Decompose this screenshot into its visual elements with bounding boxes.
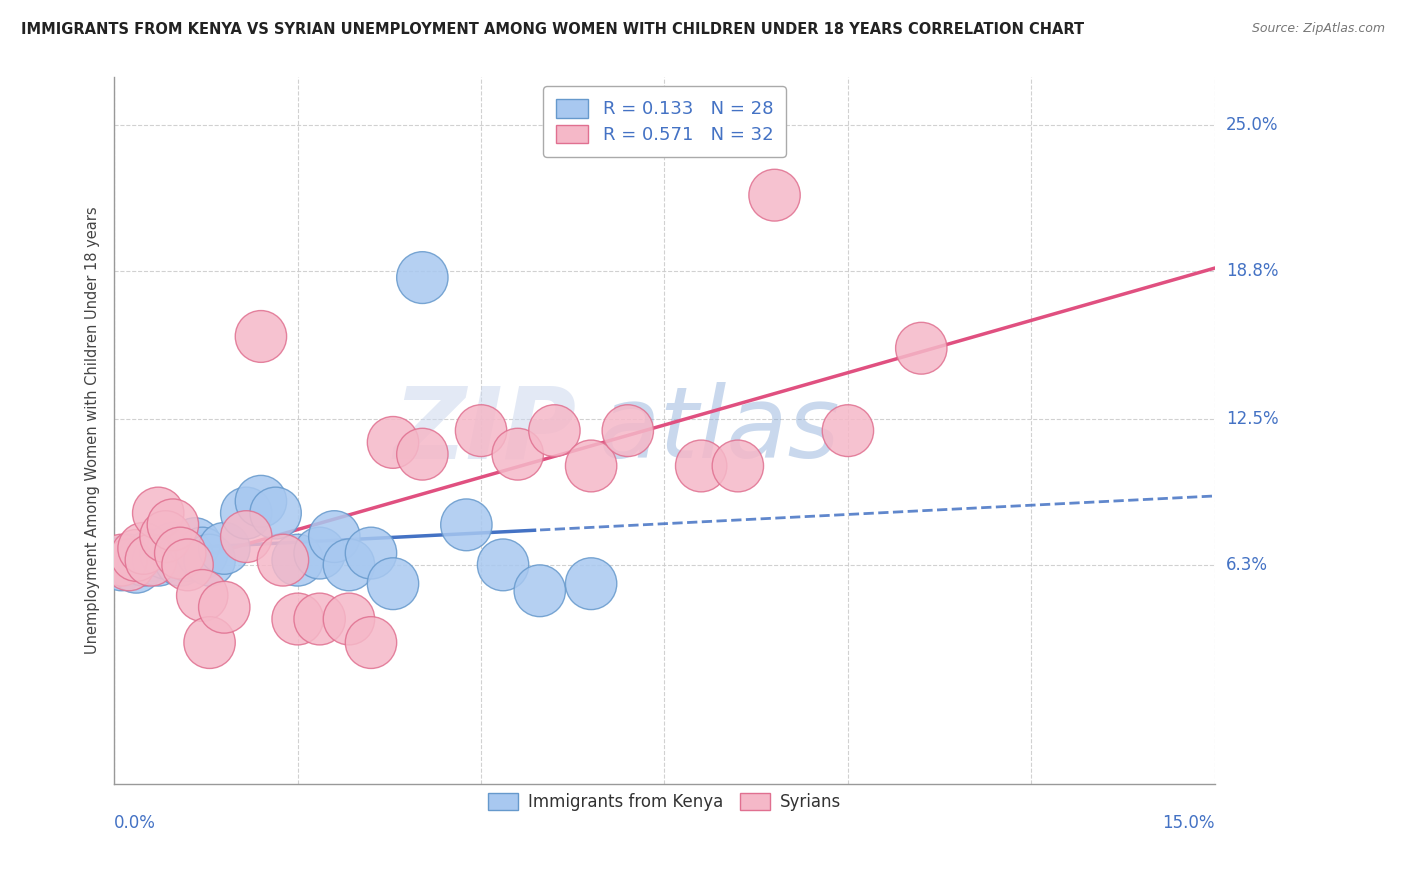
Ellipse shape <box>132 534 184 586</box>
Ellipse shape <box>323 593 374 645</box>
Ellipse shape <box>103 539 155 591</box>
Ellipse shape <box>177 570 228 622</box>
Ellipse shape <box>221 487 271 539</box>
Ellipse shape <box>148 523 198 574</box>
Ellipse shape <box>155 527 205 579</box>
Ellipse shape <box>602 405 654 457</box>
Ellipse shape <box>125 534 177 586</box>
Ellipse shape <box>139 511 191 563</box>
Ellipse shape <box>118 523 169 574</box>
Ellipse shape <box>367 417 419 468</box>
Ellipse shape <box>367 558 419 609</box>
Ellipse shape <box>271 593 323 645</box>
Text: 0.0%: 0.0% <box>114 814 156 832</box>
Ellipse shape <box>396 252 449 303</box>
Ellipse shape <box>96 534 148 586</box>
Ellipse shape <box>177 527 228 579</box>
Text: 25.0%: 25.0% <box>1226 116 1278 134</box>
Text: 18.8%: 18.8% <box>1226 261 1278 279</box>
Ellipse shape <box>184 616 235 668</box>
Y-axis label: Unemployment Among Women with Children Under 18 years: Unemployment Among Women with Children U… <box>86 207 100 655</box>
Ellipse shape <box>111 530 162 582</box>
Ellipse shape <box>118 534 169 586</box>
Ellipse shape <box>440 499 492 550</box>
Text: ZIP: ZIP <box>394 382 576 479</box>
Ellipse shape <box>111 541 162 593</box>
Ellipse shape <box>139 527 191 579</box>
Ellipse shape <box>323 539 374 591</box>
Ellipse shape <box>250 487 301 539</box>
Ellipse shape <box>896 322 948 374</box>
Ellipse shape <box>96 539 148 591</box>
Ellipse shape <box>148 499 198 550</box>
Text: 15.0%: 15.0% <box>1163 814 1215 832</box>
Ellipse shape <box>346 527 396 579</box>
Ellipse shape <box>565 558 617 609</box>
Ellipse shape <box>565 440 617 491</box>
Ellipse shape <box>823 405 873 457</box>
Ellipse shape <box>456 405 506 457</box>
Legend: Immigrants from Kenya, Syrians: Immigrants from Kenya, Syrians <box>481 787 848 818</box>
Text: Source: ZipAtlas.com: Source: ZipAtlas.com <box>1251 22 1385 36</box>
Ellipse shape <box>396 428 449 480</box>
Ellipse shape <box>132 487 184 539</box>
Ellipse shape <box>198 523 250 574</box>
Ellipse shape <box>749 169 800 221</box>
Ellipse shape <box>162 539 214 591</box>
Ellipse shape <box>198 582 250 633</box>
Text: 12.5%: 12.5% <box>1226 409 1278 428</box>
Ellipse shape <box>221 511 271 563</box>
Ellipse shape <box>492 428 544 480</box>
Ellipse shape <box>235 475 287 527</box>
Ellipse shape <box>125 530 177 582</box>
Ellipse shape <box>309 511 360 563</box>
Ellipse shape <box>235 310 287 362</box>
Ellipse shape <box>529 405 581 457</box>
Ellipse shape <box>515 565 565 616</box>
Ellipse shape <box>346 616 396 668</box>
Ellipse shape <box>294 593 346 645</box>
Ellipse shape <box>478 539 529 591</box>
Ellipse shape <box>155 534 205 586</box>
Ellipse shape <box>162 530 214 582</box>
Text: atlas: atlas <box>599 382 839 479</box>
Text: 6.3%: 6.3% <box>1226 556 1268 574</box>
Text: IMMIGRANTS FROM KENYA VS SYRIAN UNEMPLOYMENT AMONG WOMEN WITH CHILDREN UNDER 18 : IMMIGRANTS FROM KENYA VS SYRIAN UNEMPLOY… <box>21 22 1084 37</box>
Ellipse shape <box>103 534 155 586</box>
Ellipse shape <box>675 440 727 491</box>
Ellipse shape <box>169 517 221 570</box>
Ellipse shape <box>713 440 763 491</box>
Ellipse shape <box>184 534 235 586</box>
Ellipse shape <box>257 534 309 586</box>
Ellipse shape <box>294 527 346 579</box>
Ellipse shape <box>271 534 323 586</box>
